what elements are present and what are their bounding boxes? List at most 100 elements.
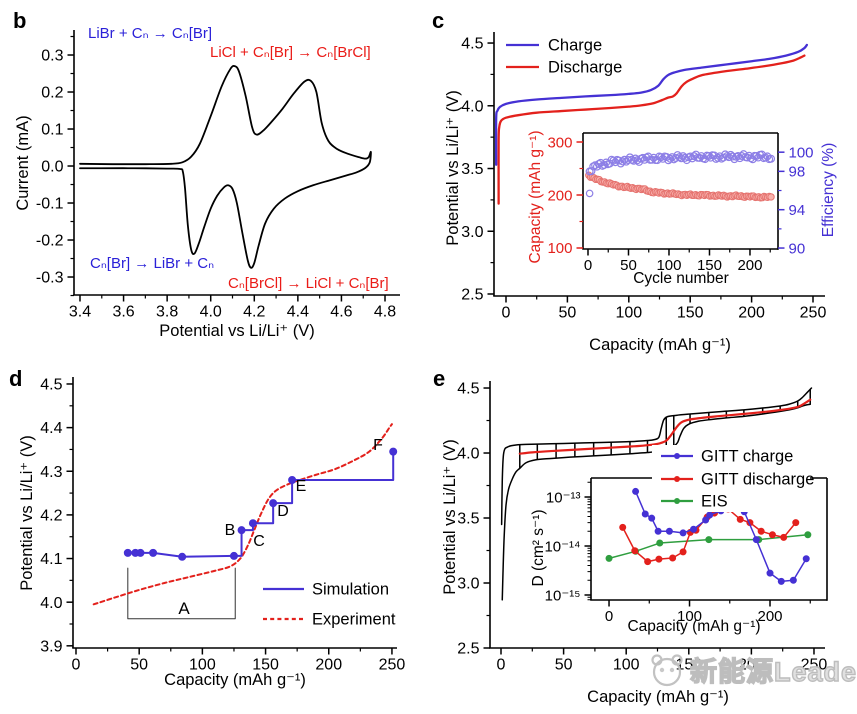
b-x-axis-title: Potential vs Li/Li⁺ (V) bbox=[159, 322, 314, 340]
b-x-tick-label: 3.6 bbox=[112, 304, 134, 321]
e-y-tick-label: 4.0 bbox=[457, 446, 479, 463]
coulombic-efficiency-point bbox=[666, 154, 675, 163]
coulombic-efficiency-point bbox=[587, 167, 596, 176]
legend-label-GITT charge: GITT charge bbox=[701, 448, 793, 466]
c-inset-y-tick-label: 100 bbox=[547, 240, 572, 257]
e-x-tick-label: 250 bbox=[801, 657, 828, 674]
coulombic-efficiency-point bbox=[713, 153, 722, 162]
gitt-charge-diffusivity-point bbox=[702, 516, 710, 524]
coulombic-efficiency-point bbox=[743, 153, 752, 162]
capacity-retention-point bbox=[767, 193, 775, 201]
c-inset-x-tick-label: 50 bbox=[620, 257, 637, 274]
legend-marker bbox=[674, 453, 680, 459]
b-y-axis-title: Current (mA) bbox=[14, 115, 32, 210]
c-inset-x-tick-label: 150 bbox=[697, 257, 722, 274]
cv-curve bbox=[79, 65, 372, 269]
legend-label-Simulation: Simulation bbox=[312, 581, 389, 599]
c-inset-y-tick-label: 300 bbox=[547, 134, 572, 151]
reaction-anodic-1: LiBr + Cₙ → Cₙ[Br] bbox=[88, 25, 212, 42]
coulombic-efficiency-point bbox=[734, 152, 743, 161]
e-x-tick-label: 150 bbox=[675, 657, 702, 674]
legend-bg bbox=[652, 490, 810, 512]
legend-label-Discharge: Discharge bbox=[548, 59, 622, 77]
gitt-discharge-diffusivity-point bbox=[679, 548, 687, 556]
e-inset-x-axis-title: Capacity (mAh g⁻¹) bbox=[627, 618, 760, 635]
coulombic-efficiency-point bbox=[611, 158, 620, 167]
simulation-curve-point bbox=[288, 475, 297, 484]
c-x-tick-label: 50 bbox=[559, 305, 577, 322]
simulation-curve-point bbox=[269, 499, 278, 508]
c-y-tick-label: 4.5 bbox=[461, 36, 483, 53]
eis-diffusivity-point bbox=[705, 536, 713, 544]
reaction-anodic-2: LiCl + Cₙ[Br] → Cₙ[BrCl] bbox=[210, 44, 371, 61]
b-x-tick-label: 4.2 bbox=[243, 304, 265, 321]
d-y-tick-label: 4.4 bbox=[40, 420, 62, 437]
simulation-curve-point bbox=[149, 548, 158, 557]
simulation-curve-point bbox=[136, 548, 145, 557]
coulombic-efficiency-point bbox=[761, 153, 770, 162]
gitt-discharge-diffusivity-point bbox=[768, 531, 776, 539]
gitt-charge-diffusivity-point bbox=[665, 527, 673, 535]
coulombic-efficiency-point bbox=[609, 156, 618, 165]
e-inset-x-tick-label: 200 bbox=[757, 608, 782, 625]
c-y-tick-label: 2.5 bbox=[461, 287, 483, 304]
gitt-charge-diffusivity-point bbox=[690, 525, 698, 533]
e-inset-y-tick-label: 10⁻¹³ bbox=[546, 489, 581, 506]
e-x-tick-label: 100 bbox=[613, 657, 640, 674]
c-inset-x-axis-title: Cycle number bbox=[633, 270, 729, 287]
c-x-tick-label: 150 bbox=[677, 305, 704, 322]
b-y-tick-label: 0.0 bbox=[41, 159, 63, 176]
gitt-charge-diffusivity-point bbox=[641, 510, 649, 518]
gitt-upper-envelope bbox=[500, 387, 813, 526]
c-inset-x-tick-label: 200 bbox=[737, 257, 762, 274]
d-y-tick-label: 3.9 bbox=[40, 638, 62, 655]
c-y-tick-label: 3.5 bbox=[461, 161, 483, 178]
b-y-tick-label: -0.2 bbox=[36, 233, 64, 250]
d-x-tick-label: 200 bbox=[315, 657, 342, 674]
coulombic-efficiency-point bbox=[600, 160, 609, 169]
eis-diffusivity-point bbox=[605, 554, 613, 562]
step-label-f: F bbox=[373, 437, 383, 454]
eis-diffusivity-point bbox=[804, 531, 812, 539]
c-inset-y2-tick-label: 90 bbox=[789, 240, 806, 257]
c-inset-y-tick-label: 200 bbox=[547, 187, 572, 204]
e-y-tick-label: 4.5 bbox=[457, 381, 479, 398]
coulombic-efficiency-point bbox=[695, 153, 704, 162]
gitt-charge-diffusivity-point bbox=[654, 527, 662, 535]
coulombic-efficiency-point bbox=[629, 156, 638, 165]
e-inset-y-tick-label: 10⁻¹⁵ bbox=[545, 587, 581, 604]
discharge-curve bbox=[497, 54, 806, 205]
gitt-charge-diffusivity-point bbox=[802, 555, 810, 563]
step-label-d: D bbox=[277, 503, 289, 520]
d-x-tick-label: 250 bbox=[379, 657, 406, 674]
b-y-tick-label: -0.1 bbox=[36, 196, 64, 213]
d-y-axis-title: Potential vs Li/Li⁺ (V) bbox=[18, 435, 36, 590]
panel-letter-d: d bbox=[9, 366, 22, 391]
b-x-tick-label: 4.0 bbox=[200, 304, 222, 321]
d-x-tick-label: 150 bbox=[252, 657, 279, 674]
reaction-cathodic-2: Cₙ[BrCl] → LiCl + Cₙ[Br] bbox=[228, 275, 389, 292]
d-x-axis-title: Capacity (mAh g⁻¹) bbox=[164, 671, 306, 689]
panel-letter-e: e bbox=[433, 366, 445, 391]
eis-diffusivity bbox=[608, 533, 809, 560]
coulombic-efficiency-point bbox=[618, 157, 627, 166]
gitt-charge-diffusivity-point bbox=[789, 576, 797, 584]
d-x-tick-label: 100 bbox=[189, 657, 216, 674]
simulation-curve-point bbox=[229, 551, 238, 560]
e-x-axis-title: Capacity (mAh g⁻¹) bbox=[587, 688, 729, 706]
c-x-tick-label: 250 bbox=[800, 305, 827, 322]
coulombic-efficiency-point bbox=[686, 152, 695, 161]
e-inset-x-tick-label: 0 bbox=[605, 608, 613, 625]
b-x-tick-label: 4.6 bbox=[330, 304, 352, 321]
c-inset-x-tick-label: 100 bbox=[656, 257, 681, 274]
b-x-tick-label: 4.4 bbox=[287, 304, 309, 321]
step-label-c: C bbox=[253, 533, 265, 550]
c-x-tick-label: 100 bbox=[615, 305, 642, 322]
c-inset-y2-tick-label: 98 bbox=[789, 164, 806, 181]
c-y-tick-label: 4.0 bbox=[461, 98, 483, 115]
gitt-discharge-diffusivity-point bbox=[780, 533, 788, 541]
simulation-curve-point bbox=[389, 447, 398, 456]
legend-marker bbox=[674, 476, 680, 482]
gitt-charge-diffusivity-point bbox=[777, 577, 785, 585]
b-x-tick-label: 3.8 bbox=[156, 304, 178, 321]
